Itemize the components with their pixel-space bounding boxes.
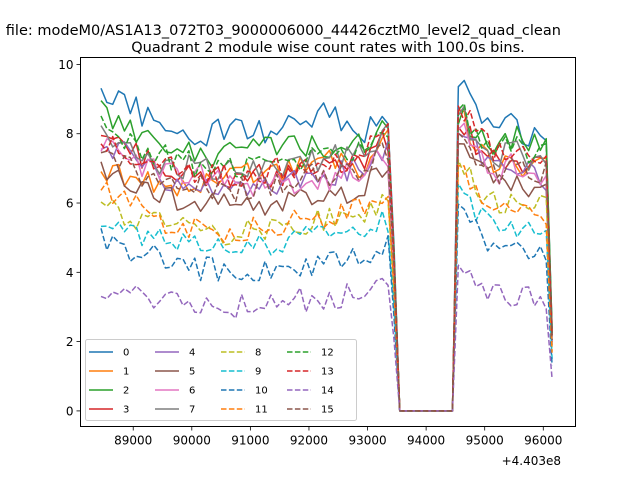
legend-label-8: 8 <box>255 348 261 359</box>
figure-suptitle: n file: modeM0/AS1A13_072T03_9000006000_… <box>0 23 561 39</box>
legend-label-13: 13 <box>321 367 334 378</box>
legend-label-3: 3 <box>123 405 129 416</box>
y-tick-label: 0 <box>66 404 74 418</box>
legend-label-14: 14 <box>321 386 334 397</box>
x-offset-label: +4.403e8 <box>502 454 561 468</box>
y-tick-label: 8 <box>66 127 74 141</box>
y-tick-label: 2 <box>66 335 74 349</box>
legend-label-15: 15 <box>321 405 334 416</box>
series-line-14 <box>100 264 553 412</box>
series-line-15 <box>100 132 553 412</box>
legend-label-5: 5 <box>189 367 195 378</box>
series-line-1 <box>100 109 553 412</box>
series-line-9 <box>100 183 553 412</box>
x-tick-label: 93000 <box>348 434 386 448</box>
series-line-2 <box>100 100 553 412</box>
legend-label-12: 12 <box>321 348 334 359</box>
series-line-5 <box>100 143 553 412</box>
legend-label-9: 9 <box>255 367 261 378</box>
axes-frame <box>80 57 576 427</box>
legend-label-11: 11 <box>255 405 268 416</box>
x-tick-label: 92000 <box>290 434 328 448</box>
series-line-6 <box>100 122 553 412</box>
legend-label-7: 7 <box>189 405 195 416</box>
legend-label-1: 1 <box>123 367 129 378</box>
x-tick-label: 89000 <box>114 434 152 448</box>
legend-label-2: 2 <box>123 386 129 397</box>
legend-box <box>85 339 357 421</box>
axis-ticks: 89000 90000 91000 92000 93000 94000 95000 96000… <box>58 58 562 448</box>
legend-label-4: 4 <box>189 348 195 359</box>
series-line-0 <box>100 79 553 412</box>
y-tick-label: 4 <box>66 266 74 280</box>
x-tick-label: 90000 <box>173 434 211 448</box>
series-line-11 <box>100 165 553 412</box>
series-line-10 <box>100 203 553 412</box>
plot-lines <box>100 79 553 412</box>
y-tick-label: 10 <box>58 58 73 72</box>
x-tick-label: 96000 <box>524 434 562 448</box>
chart-title: Quadrant 2 module wise count rates with … <box>131 40 525 56</box>
series-line-8 <box>100 159 553 412</box>
series-line-13 <box>100 105 553 412</box>
legend-label-10: 10 <box>255 386 268 397</box>
x-tick-label: 94000 <box>407 434 445 448</box>
x-tick-label: 91000 <box>231 434 269 448</box>
y-tick-label: 6 <box>66 197 74 211</box>
legend-label-6: 6 <box>189 386 195 397</box>
legend-label-0: 0 <box>123 348 129 359</box>
x-tick-label: 95000 <box>466 434 504 448</box>
